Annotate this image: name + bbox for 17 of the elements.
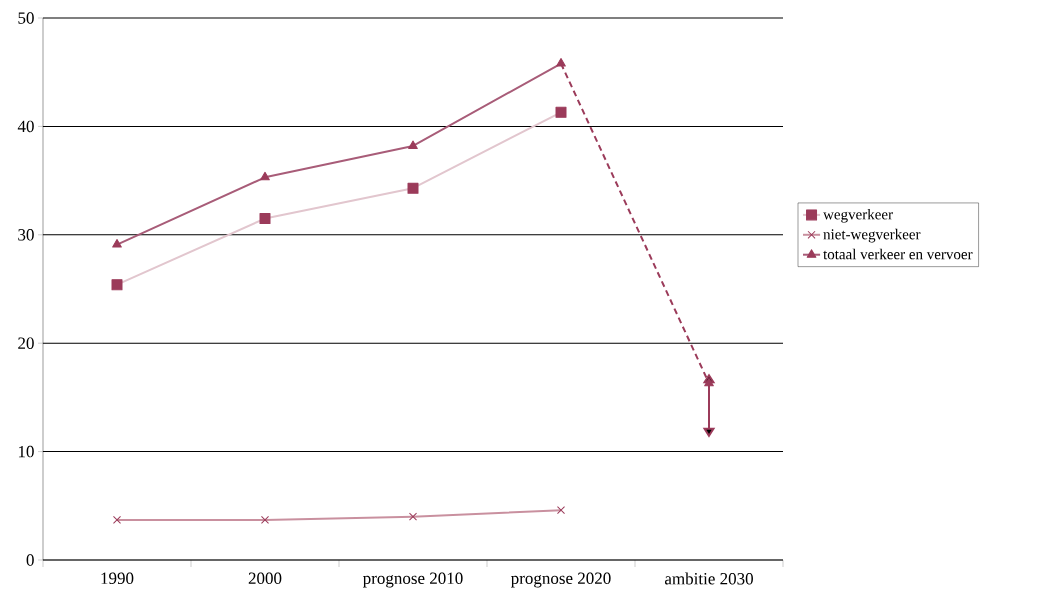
point [260, 171, 270, 181]
point [408, 140, 418, 149]
y-tick-label: 50 [18, 12, 34, 24]
x-tick-label: prognose 2020 [510, 572, 611, 588]
x-tick-label: prognose 2010 [362, 572, 463, 588]
legend-label: niet-wegverkeer [823, 228, 921, 243]
x-tick-label: ambitie 2030 [664, 572, 753, 585]
legend-label: wegverkeer [823, 208, 893, 223]
y-tick-label: 10 [18, 445, 34, 458]
x-tick-label: 1990 [101, 572, 134, 585]
y-tick-label: 40 [17, 120, 34, 133]
x-tick-label: 2000 [248, 572, 282, 585]
y-tick-label: 20 [18, 337, 34, 349]
point [112, 239, 122, 248]
y-tick-label: 0 [26, 554, 34, 566]
y-tick-label: 30 [18, 229, 34, 241]
legend-label: totaal verkeer en vervoer [823, 248, 973, 260]
